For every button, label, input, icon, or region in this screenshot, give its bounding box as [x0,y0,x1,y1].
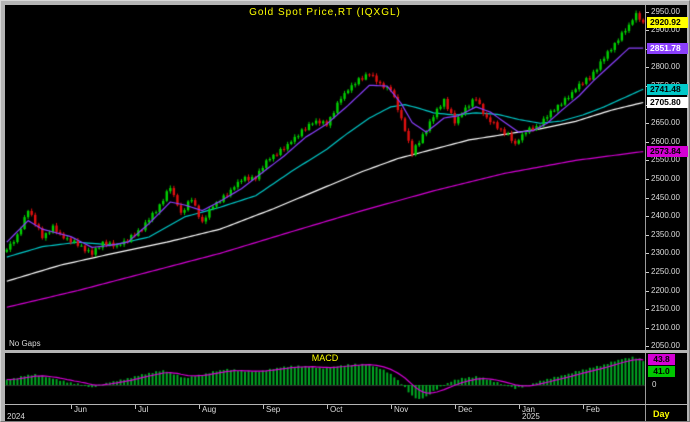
month-label: Aug [202,405,217,414]
callout-ma-100: 2705.80 [647,96,688,108]
year-label: 2024 [7,412,25,421]
macd-title: MACD [311,353,339,363]
price-tick-label: 2050.00 [651,341,680,351]
price-tick-label: 2550.00 [651,155,680,165]
callout-last-price: 2920.92 [647,17,688,28]
macd-histogram-value: 41.0 [648,366,675,377]
price-tick-mark [646,123,649,125]
macd-signal-value: 43.8 [648,354,675,365]
price-tick-mark [646,216,649,218]
time-tick-mark [327,405,328,409]
price-tick-mark [646,253,649,255]
price-tick-mark [646,271,649,273]
year-label: 2025 [522,412,540,421]
price-tick-mark [646,290,649,292]
price-tick-mark [646,141,649,143]
price-tick-label: 2400.00 [651,211,680,221]
price-tick-label: 2650.00 [651,118,680,128]
price-tick-label: 2100.00 [651,322,680,332]
price-tick-label: 2800.00 [651,62,680,72]
price-tick-mark [646,67,649,69]
time-axis[interactable]: Day Jun Jul Aug Sep Oct Nov Dec Jan Feb 2024 2025 [5,405,687,421]
price-tick-label: 2300.00 [651,248,680,258]
time-tick-mark [583,405,584,409]
price-tick-mark [646,346,649,348]
month-label: Feb [586,405,600,414]
price-tick-label: 2250.00 [651,266,680,276]
price-chart-canvas[interactable] [5,5,645,350]
price-panel: Gold Spot Price,RT (IQXGL) No Gaps 2920.… [5,5,688,351]
time-tick-mark [199,405,200,409]
month-label: Oct [330,405,343,414]
price-tick-mark [646,327,649,329]
price-tick-label: 2500.00 [651,173,680,183]
price-tick-mark [646,309,649,311]
price-tick-label: 2200.00 [651,285,680,295]
price-tick-mark [646,11,649,13]
chart-title: Gold Spot Price,RT (IQXGL) [249,7,401,18]
price-axis[interactable]: 2920.92 2851.78 2741.48 2705.80 2573.84 … [645,5,688,351]
time-tick-mark [135,405,136,409]
no-gaps-label: No Gaps [9,339,41,348]
macd-chart-canvas[interactable] [5,353,645,404]
month-label: Nov [394,405,409,414]
price-tick-label: 2600.00 [651,136,680,146]
price-tick-mark [646,178,649,180]
month-label: Jun [74,405,87,414]
time-tick-mark [391,405,392,409]
time-tick-mark [71,405,72,409]
macd-panel: MACD 43.8 41.0 0 [5,353,687,404]
callout-ema-fast: 2851.78 [647,42,688,54]
month-label: Sep [266,405,281,414]
time-tick-mark [455,405,456,409]
month-label: Dec [458,405,473,414]
time-tick-mark [263,405,264,409]
interval-label[interactable]: Day [653,409,670,419]
time-tick-mark [519,405,520,409]
price-tick-label: 2350.00 [651,229,680,239]
price-tick-label: 2450.00 [651,192,680,202]
price-tick-mark [646,197,649,199]
price-tick-label: 2150.00 [651,304,680,314]
price-tick-mark [646,234,649,236]
macd-axis[interactable]: 43.8 41.0 0 [645,353,687,404]
price-tick-label: 2900.00 [651,25,680,35]
month-label: Jul [138,405,149,414]
month-label: Jan [522,405,535,414]
callout-ma-50: 2741.48 [647,83,688,95]
price-tick-label: 2950.00 [651,6,680,16]
callout-ma-200: 2573.84 [647,146,688,158]
price-tick-mark [646,30,649,32]
price-tick-mark [646,160,649,162]
macd-zero-label: 0 [652,380,657,389]
